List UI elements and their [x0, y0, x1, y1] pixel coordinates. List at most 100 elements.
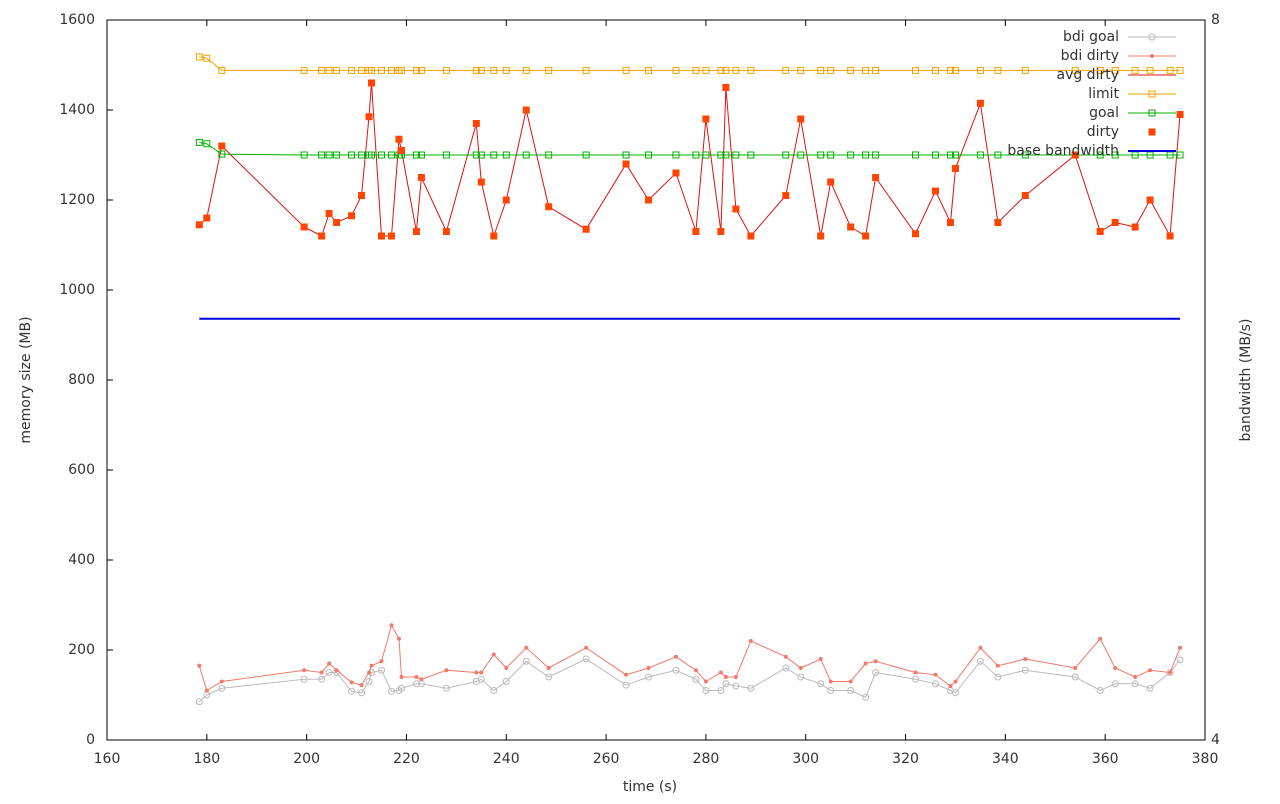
point	[365, 678, 373, 685]
point	[1148, 668, 1153, 673]
point	[319, 670, 324, 675]
point	[702, 66, 710, 74]
point	[976, 99, 984, 107]
point	[1096, 66, 1104, 74]
point	[723, 675, 728, 679]
point	[203, 54, 211, 62]
point	[318, 232, 326, 240]
point	[1146, 684, 1154, 692]
point	[818, 657, 823, 661]
point	[491, 652, 496, 657]
point	[412, 680, 420, 688]
point	[477, 675, 485, 683]
point	[827, 687, 835, 694]
legend: bdi goal bdi dirty avg dirty limit goal dirty…	[1007, 29, 1176, 159]
legend-label: dirty	[1087, 124, 1119, 140]
point	[732, 66, 740, 74]
point	[994, 151, 1002, 159]
point	[946, 66, 954, 74]
point	[702, 151, 710, 159]
point	[333, 219, 341, 226]
point	[219, 679, 224, 684]
point	[722, 151, 730, 159]
point	[300, 223, 308, 231]
point	[733, 675, 738, 679]
point	[358, 66, 366, 74]
point	[490, 66, 498, 74]
y-tick-label: 800	[68, 372, 95, 388]
legend-label: bdi dirty	[1061, 48, 1119, 64]
point	[1146, 66, 1154, 74]
x-tick-label: 180	[193, 751, 220, 767]
point	[797, 66, 805, 74]
legend-label: avg dirty	[1056, 67, 1119, 83]
point	[218, 150, 226, 158]
point	[693, 668, 698, 673]
point	[1131, 223, 1139, 231]
point	[622, 681, 630, 689]
point	[479, 670, 484, 675]
point	[1021, 666, 1029, 674]
point	[417, 151, 425, 159]
point	[442, 66, 450, 74]
point	[645, 673, 653, 681]
point	[951, 689, 959, 697]
point	[327, 661, 332, 666]
point	[702, 115, 710, 123]
point	[872, 174, 880, 181]
point	[545, 151, 553, 159]
point	[994, 673, 1002, 681]
point	[645, 66, 653, 74]
point	[218, 684, 226, 692]
point	[976, 66, 984, 74]
y-tick-label: 600	[68, 462, 95, 478]
x-tick-label: 360	[1092, 751, 1119, 767]
point	[395, 135, 403, 143]
point	[946, 151, 954, 159]
point	[717, 151, 725, 159]
legend-marker	[1150, 54, 1154, 58]
point	[817, 232, 825, 240]
series	[195, 655, 1184, 706]
point	[747, 232, 755, 240]
series-line	[198, 658, 1181, 703]
point	[582, 151, 590, 159]
point	[318, 66, 326, 74]
point	[863, 661, 868, 666]
point	[477, 151, 485, 159]
point	[582, 225, 590, 233]
point	[325, 66, 333, 74]
point	[1176, 66, 1184, 74]
point	[1146, 196, 1154, 204]
point	[847, 151, 855, 159]
series-line	[198, 82, 1181, 238]
point	[369, 663, 374, 668]
point	[976, 657, 984, 665]
point	[672, 66, 680, 74]
point	[333, 66, 341, 74]
point	[444, 668, 449, 673]
point	[412, 151, 420, 159]
point	[358, 151, 366, 159]
point	[797, 151, 805, 159]
point	[702, 687, 710, 694]
point	[417, 174, 425, 181]
point	[732, 682, 740, 690]
point	[862, 66, 870, 74]
y-axis-label: memory size (MB)	[18, 316, 34, 443]
point	[348, 687, 356, 695]
point	[622, 151, 630, 159]
point	[522, 106, 530, 114]
point	[502, 151, 510, 159]
point	[1096, 228, 1104, 235]
series-line	[198, 623, 1181, 692]
point	[379, 659, 384, 664]
point	[368, 151, 376, 159]
point	[387, 687, 395, 695]
point	[948, 684, 953, 688]
point	[717, 228, 725, 235]
point	[1131, 66, 1139, 74]
point	[1113, 666, 1118, 670]
point	[218, 142, 226, 150]
point	[417, 66, 425, 74]
